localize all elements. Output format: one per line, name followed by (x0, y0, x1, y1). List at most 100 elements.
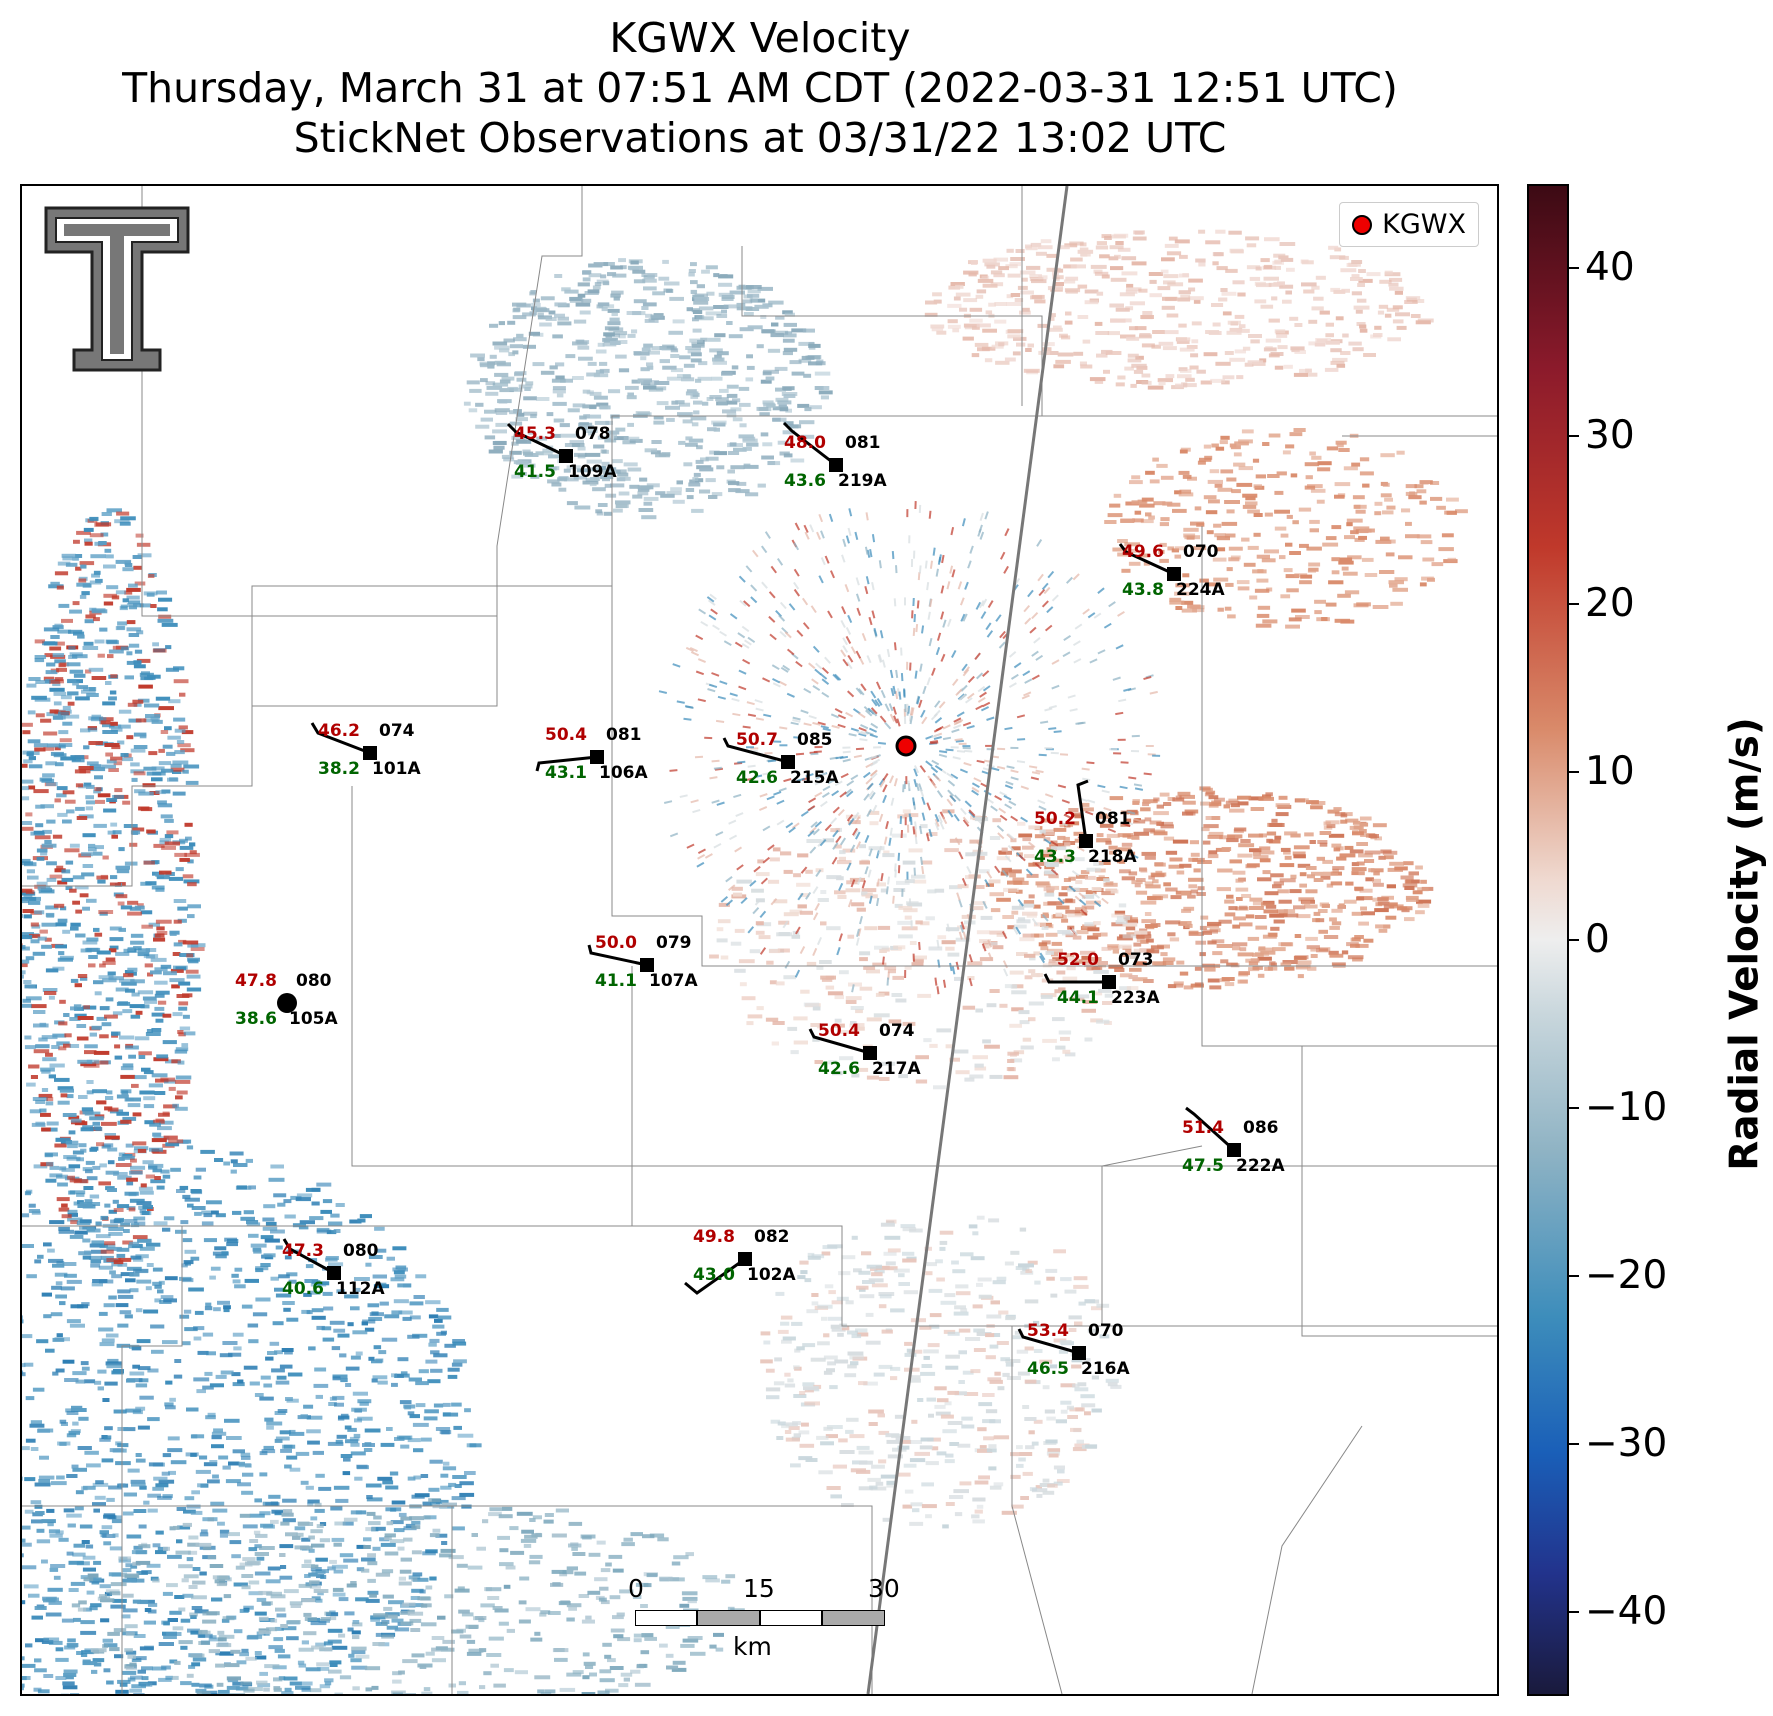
wind-barb (1118, 543, 1175, 576)
colorbar-tick-label: −40 (1585, 1589, 1668, 1634)
county-border (22, 415, 1497, 887)
station-dewpoint: 38.6 (235, 1009, 277, 1029)
colorbar-tick-label: 0 (1585, 917, 1610, 962)
station-dewpoint: 47.5 (1182, 1156, 1224, 1176)
radar-map[interactable]: KGWX 45.3 078 41.5 109A 48.0 081 43.6 219A 49.6 0… (20, 184, 1499, 1696)
county-border (141, 186, 497, 617)
station-dewpoint: 43.3 (1034, 847, 1076, 867)
station-id: 219A (838, 471, 887, 491)
station-marker (738, 1252, 752, 1266)
station-temperature: 45.3 (514, 424, 556, 444)
station-temperature: 51.4 (1182, 1118, 1224, 1138)
colorbar-tick-label: −20 (1585, 1253, 1668, 1298)
colorbar-tick (1569, 267, 1579, 269)
station-dewpoint: 43.1 (545, 763, 587, 783)
station-wind-direction: 081 (1095, 809, 1131, 829)
station-marker (1227, 1143, 1241, 1157)
station-id: 224A (1176, 580, 1225, 600)
station-dewpoint: 40.6 (282, 1279, 324, 1299)
station-id: 215A (790, 768, 839, 788)
wind-barb (310, 722, 371, 755)
wind-barb (1185, 1106, 1236, 1152)
county-border (1201, 526, 1497, 1047)
station-id: 217A (872, 1059, 921, 1079)
station-wind-direction: 081 (845, 433, 881, 453)
state-line (866, 186, 1069, 1694)
station-wind-direction: 070 (1183, 542, 1219, 562)
station-temperature: 46.2 (318, 721, 360, 741)
station-id: 222A (1236, 1156, 1285, 1176)
colorbar-tick-label: 30 (1585, 413, 1635, 458)
colorbar-tick (1569, 435, 1579, 437)
colorbar-tick (1569, 1611, 1579, 1613)
station-wind-direction: 074 (379, 721, 415, 741)
station-id: 106A (599, 763, 648, 783)
county-border (22, 1505, 873, 1694)
colorbar-tick-label: 10 (1585, 749, 1635, 794)
station-wind-direction: 078 (575, 424, 611, 444)
station-wind-direction: 073 (1118, 950, 1154, 970)
colorbar-tick-label: −10 (1585, 1085, 1668, 1130)
colorbar-tick-label: −30 (1585, 1421, 1668, 1466)
station-wind-direction: 080 (343, 1241, 379, 1261)
wind-barb (1076, 779, 1089, 842)
wind-barb (587, 944, 648, 967)
station-temperature: 50.2 (1034, 809, 1076, 829)
station-temperature: 47.8 (235, 971, 277, 991)
station-dewpoint: 41.1 (595, 971, 637, 991)
station-temperature: 52.0 (1057, 950, 1099, 970)
station-marker (327, 1266, 341, 1280)
scale-label-0: 0 (628, 1574, 644, 1603)
calm-wind-marker (277, 993, 297, 1013)
station-marker (1072, 1346, 1086, 1360)
station-id: 101A (372, 759, 421, 779)
station-marker (1102, 975, 1116, 989)
radar-legend-marker (1352, 214, 1373, 235)
wind-barb (782, 421, 837, 467)
station-marker (863, 1046, 877, 1060)
wind-barb (282, 1238, 335, 1275)
station-dewpoint: 42.6 (736, 768, 778, 788)
station-dewpoint: 44.1 (1057, 988, 1099, 1008)
station-marker (363, 746, 377, 760)
scale-segment (635, 1610, 697, 1626)
map-subtitle-obs: StickNet Observations at 03/31/22 13:02 … (293, 114, 1227, 162)
colorbar-tick (1569, 939, 1579, 941)
wind-barb (684, 1257, 746, 1295)
colorbar-tick (1569, 603, 1579, 605)
station-id: 105A (289, 1009, 338, 1029)
station-dewpoint: 41.5 (514, 462, 556, 482)
radar-velocity-layer (22, 186, 1497, 1694)
scale-segment (822, 1610, 885, 1626)
colorbar-label: Radial Velocity (m/s) (1722, 717, 1768, 1171)
station-wind-direction: 080 (296, 971, 332, 991)
county-border (611, 586, 1497, 967)
station-wind-direction: 081 (606, 725, 642, 745)
station-id: 218A (1088, 847, 1137, 867)
county-border (121, 1226, 183, 1694)
county-border (1011, 1145, 1203, 1694)
scale-label-30: 30 (868, 1574, 900, 1603)
wind-barb (1017, 1328, 1080, 1355)
map-title: KGWX Velocity (609, 14, 911, 62)
station-marker (1079, 834, 1093, 848)
county-border (252, 186, 583, 707)
station-temperature: 48.0 (784, 433, 826, 453)
station-id: 223A (1111, 988, 1160, 1008)
legend-label: KGWX (1382, 209, 1466, 240)
colorbar (1527, 184, 1569, 1696)
colorbar-tick (1569, 1107, 1579, 1109)
colorbar-tick (1569, 1443, 1579, 1445)
station-temperature: 53.4 (1027, 1321, 1069, 1341)
wind-barb (1043, 973, 1109, 984)
wind-barb (535, 755, 598, 772)
station-marker (1167, 567, 1181, 581)
wind-barb (506, 422, 567, 458)
station-wind-direction: 082 (754, 1227, 790, 1247)
station-id: 216A (1081, 1359, 1130, 1379)
station-wind-direction: 070 (1088, 1321, 1124, 1341)
station-marker (559, 449, 573, 463)
map-subtitle-time: Thursday, March 31 at 07:51 AM CDT (2022… (122, 64, 1398, 112)
station-dewpoint: 43.8 (1122, 580, 1164, 600)
station-wind-direction: 079 (656, 933, 692, 953)
